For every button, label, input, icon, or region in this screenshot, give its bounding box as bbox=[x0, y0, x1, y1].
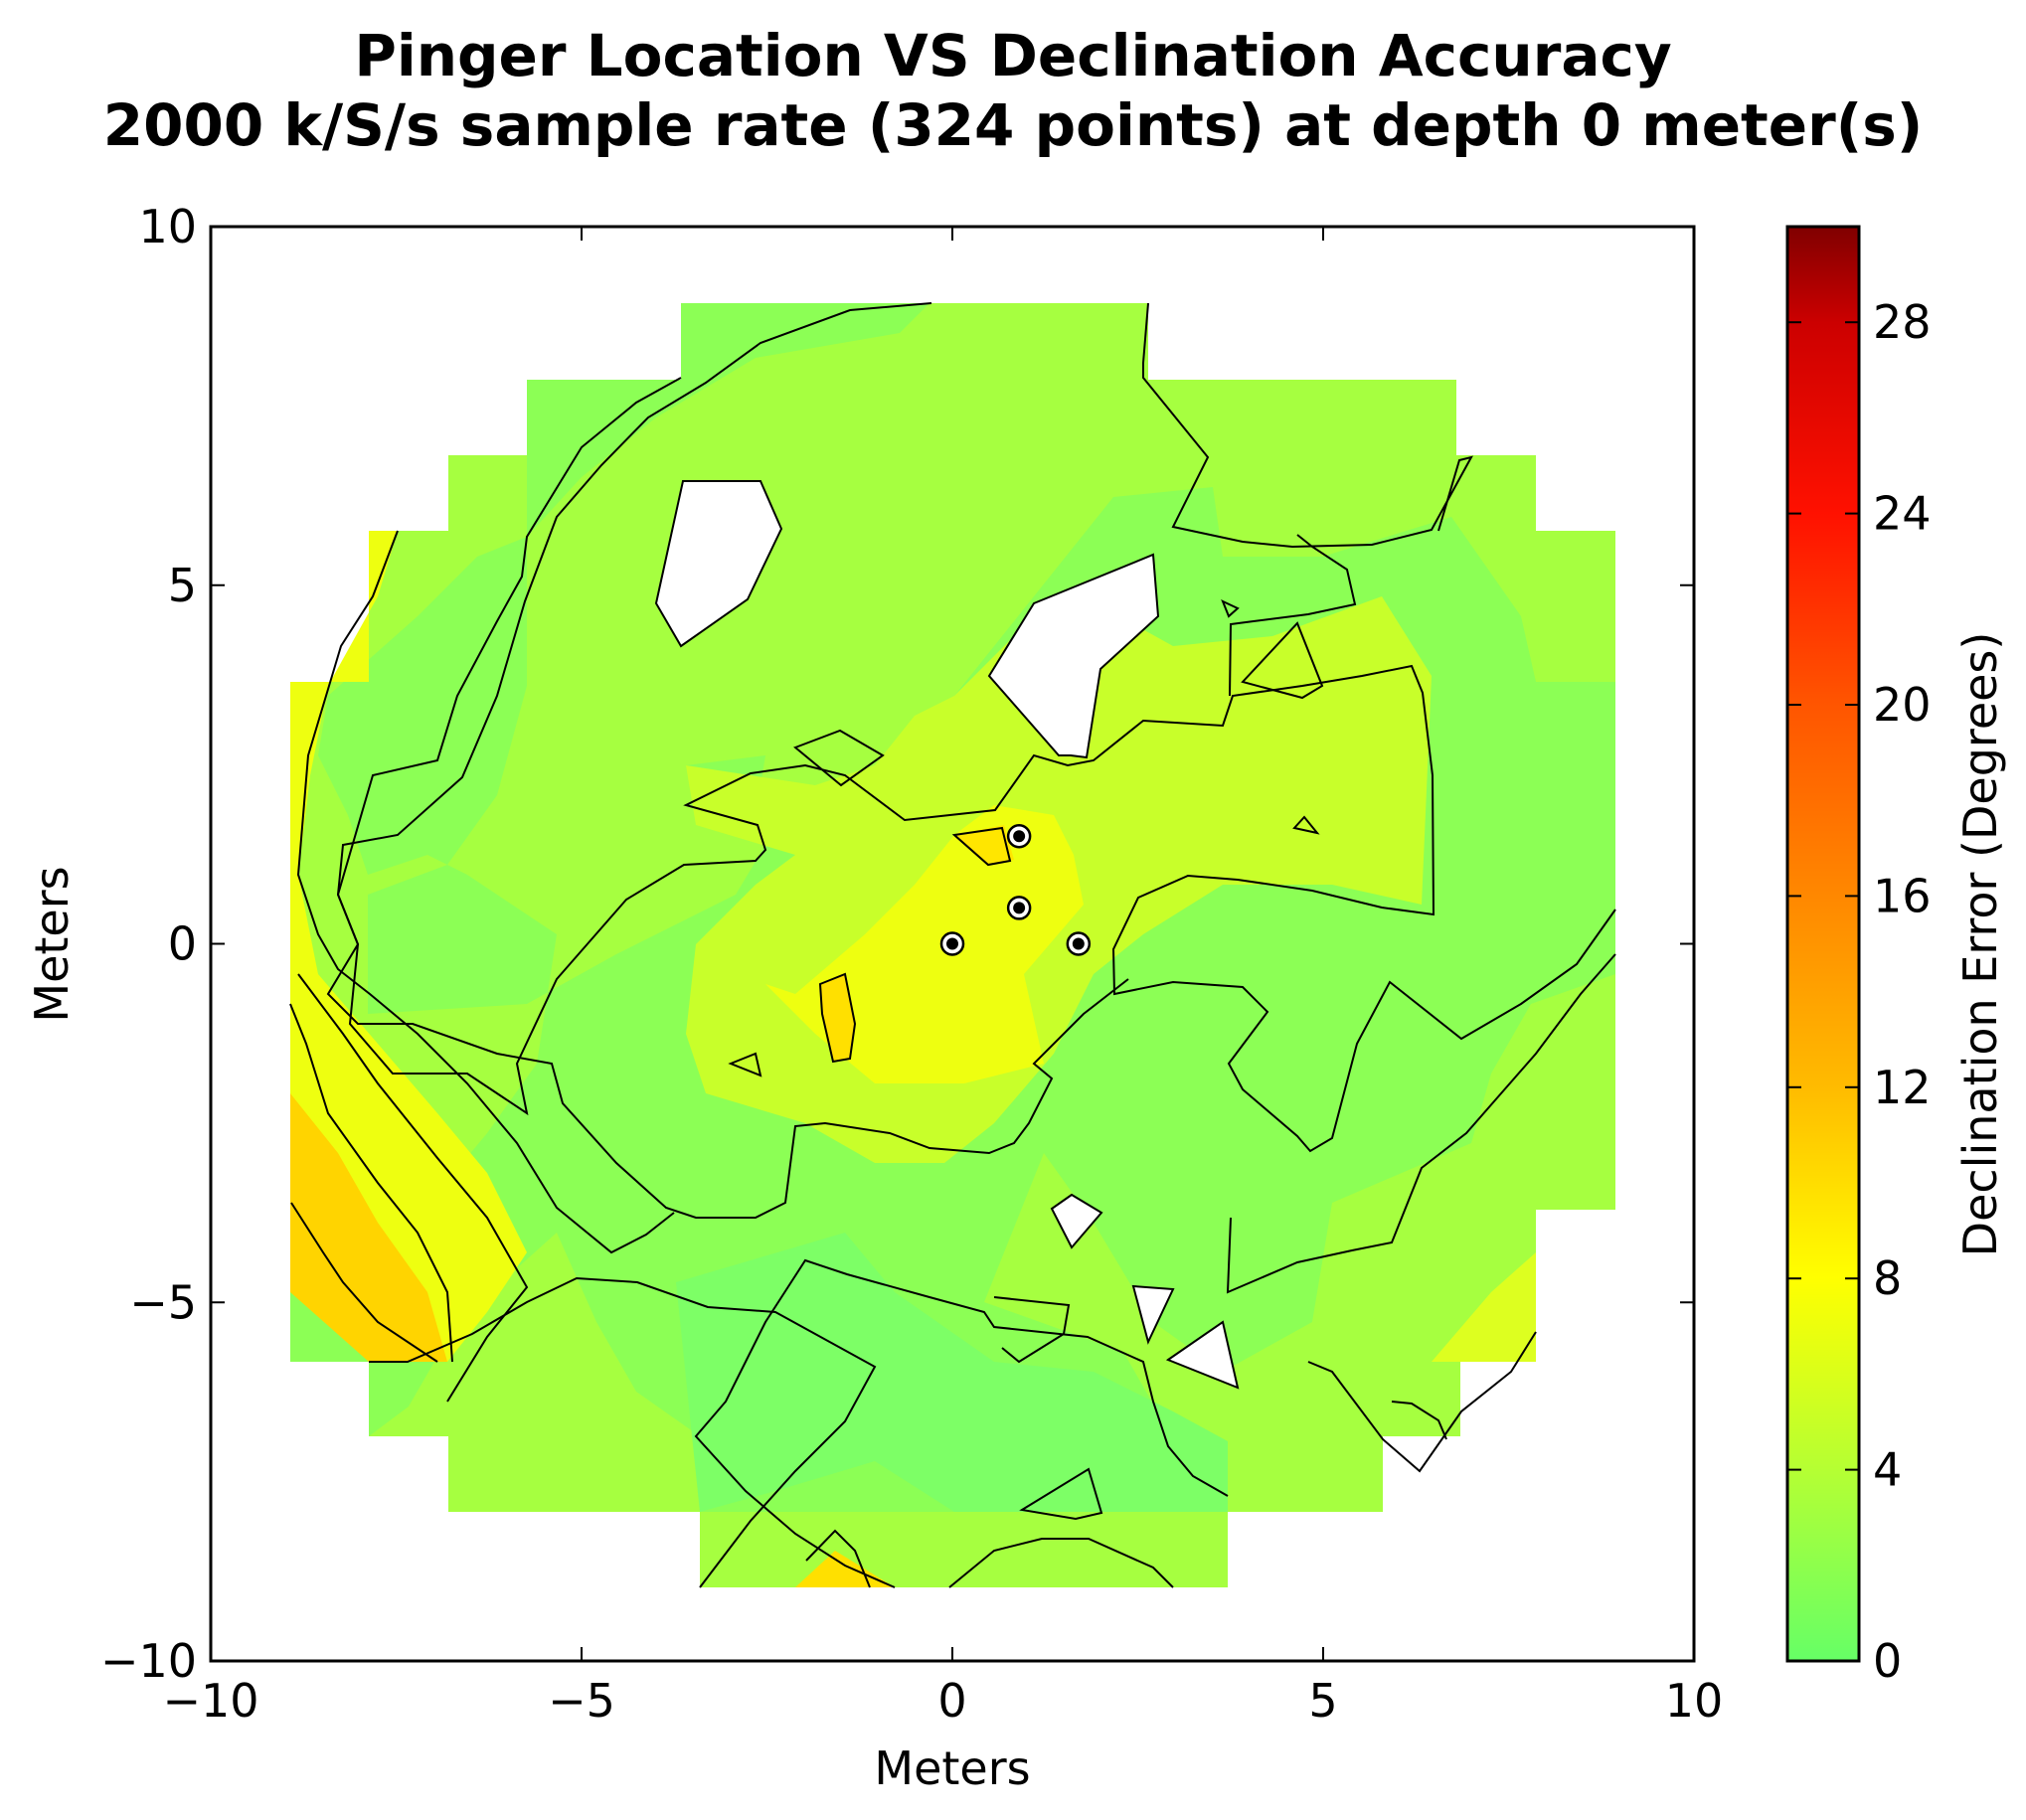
contour-line bbox=[728, 1052, 762, 1077]
contour-line bbox=[818, 972, 857, 1064]
chart-title: Pinger Location VS Declination Accuracy bbox=[354, 22, 1672, 89]
contour-line bbox=[951, 826, 1012, 867]
y-tick-label: −10 bbox=[100, 1634, 197, 1688]
no-data-hole bbox=[656, 481, 781, 646]
contour-line bbox=[654, 480, 783, 648]
bottom-center-region bbox=[676, 1233, 1228, 1512]
hydrophone-marker bbox=[1006, 824, 1032, 849]
colorbar-tick-label: 0 bbox=[1873, 1634, 1902, 1688]
hydrophone-markers bbox=[939, 824, 1092, 956]
colorbar-ticks: 0 4 8 12 16 20 24 28 bbox=[1787, 295, 1932, 1688]
x-axis-label: Meters bbox=[874, 1741, 1030, 1795]
colorbar-tick-label: 4 bbox=[1873, 1443, 1902, 1497]
y-tick-label: 5 bbox=[168, 559, 197, 612]
contour-line bbox=[805, 1529, 871, 1588]
colorbar: 0 4 8 12 16 20 24 28 Declination Error (Degrees… bbox=[1785, 225, 2007, 1688]
colorbar-fill bbox=[1785, 225, 1861, 1663]
left-peak-region bbox=[290, 1093, 447, 1362]
colorbar-tick-label: 24 bbox=[1873, 487, 1932, 541]
contour-line bbox=[1019, 1467, 1103, 1521]
contour-line bbox=[1292, 815, 1320, 835]
contour-line bbox=[694, 1258, 1229, 1588]
contour-line bbox=[1050, 1193, 1103, 1249]
hydrophone-marker bbox=[1066, 931, 1092, 956]
y-tick-label: 10 bbox=[138, 200, 197, 253]
contour-line bbox=[987, 553, 1160, 759]
contour-lines bbox=[289, 302, 1616, 1588]
contour-line bbox=[1229, 534, 1357, 697]
y-axis-label: Meters bbox=[25, 866, 79, 1022]
peak-region bbox=[954, 825, 1014, 865]
contour-line bbox=[290, 1202, 438, 1363]
axis-tick-labels: −10 −5 0 5 10 −10 −5 0 5 10 bbox=[100, 200, 1723, 1728]
colorbar-tick-label: 12 bbox=[1873, 1061, 1932, 1114]
contour-line bbox=[289, 1003, 453, 1363]
contour-line bbox=[1307, 1331, 1537, 1473]
contour-line bbox=[326, 377, 1129, 1219]
chart-subtitle: 2000 k/S/s sample rate (324 points) at d… bbox=[102, 91, 1924, 159]
left-high-region bbox=[290, 531, 527, 1362]
contour-line bbox=[296, 530, 675, 1254]
contour-line bbox=[1131, 1284, 1175, 1345]
no-data-hole bbox=[1168, 1322, 1238, 1388]
bottom-right-region bbox=[1432, 1252, 1536, 1362]
contour-line bbox=[948, 1538, 1174, 1588]
contour-line bbox=[1391, 1401, 1447, 1440]
colorbar-tick-label: 28 bbox=[1873, 295, 1932, 349]
y-tick-label: 0 bbox=[168, 917, 197, 971]
contour-line bbox=[369, 1276, 877, 1588]
no-data-hole bbox=[1052, 1195, 1101, 1247]
contour-line bbox=[297, 973, 529, 1403]
no-data-hole bbox=[989, 555, 1158, 757]
y-tick-label: −5 bbox=[129, 1275, 197, 1329]
x-tick-label: 0 bbox=[937, 1674, 966, 1728]
x-tick-label: −10 bbox=[162, 1674, 258, 1728]
x-tick-label: 5 bbox=[1308, 1674, 1337, 1728]
contour-line bbox=[793, 729, 885, 787]
contour-line bbox=[336, 302, 1616, 1153]
contour-line bbox=[1165, 1320, 1240, 1390]
colorbar-tick-label: 8 bbox=[1873, 1251, 1902, 1305]
contour-line bbox=[993, 1296, 1071, 1364]
axis-ticks bbox=[210, 226, 1695, 1662]
no-data-hole bbox=[1133, 1286, 1173, 1342]
colorbar-tick-label: 20 bbox=[1873, 678, 1932, 732]
colorbar-label: Declination Error (Degrees) bbox=[1953, 632, 2007, 1257]
bottom-peak-region bbox=[795, 1551, 895, 1587]
contour-line bbox=[1142, 302, 1473, 549]
hydrophone-marker bbox=[1006, 896, 1032, 920]
contour-line bbox=[1221, 599, 1240, 618]
x-tick-label: 10 bbox=[1665, 1674, 1724, 1728]
x-tick-label: −5 bbox=[548, 1674, 615, 1728]
colorbar-tick-label: 16 bbox=[1873, 869, 1932, 922]
contour-line bbox=[1226, 953, 1616, 1294]
contour-line bbox=[1241, 621, 1324, 700]
hydrophone-marker bbox=[939, 931, 965, 956]
